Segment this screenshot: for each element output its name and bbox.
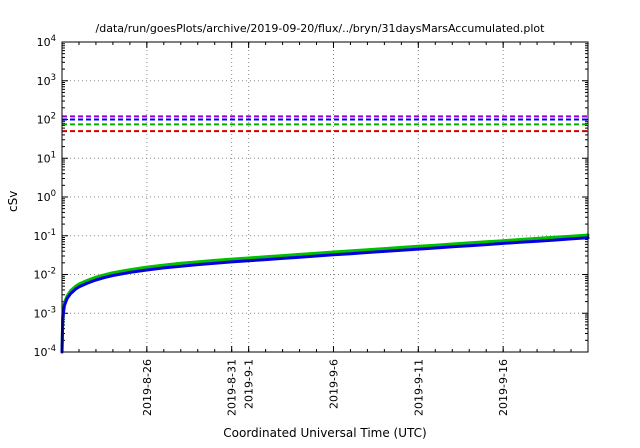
- x-tick-label: 2019-8-31: [226, 359, 239, 416]
- x-tick-label: 2019-9-6: [327, 359, 340, 409]
- series-accumulated-dose-lower-blue: [60, 236, 590, 354]
- series-accumulated-dose-upper-green: [60, 233, 590, 354]
- plot-frame: [61, 41, 589, 353]
- plot-title: /data/run/goesPlots/archive/2019-09-20/f…: [95, 22, 545, 35]
- y-tick-label: 10-1: [34, 228, 56, 243]
- y-tick-label: 10-3: [34, 305, 56, 320]
- x-tick-label: 2019-8-26: [141, 359, 154, 416]
- y-tick-label: 103: [37, 73, 56, 88]
- y-tick-label: 10-4: [34, 344, 56, 359]
- y-tick-label: 104: [37, 34, 56, 49]
- x-axis-label: Coordinated Universal Time (UTC): [223, 426, 427, 440]
- x-tick-label: 2019-9-16: [497, 359, 510, 416]
- y-tick-label: 100: [37, 189, 56, 204]
- x-tick-label: 2019-9-11: [412, 359, 425, 416]
- x-tick-label: 2019-9-1: [243, 359, 256, 409]
- y-tick-label: 102: [37, 112, 56, 127]
- y-tick-label: 101: [37, 150, 56, 165]
- y-tick-label: 10-2: [34, 267, 56, 282]
